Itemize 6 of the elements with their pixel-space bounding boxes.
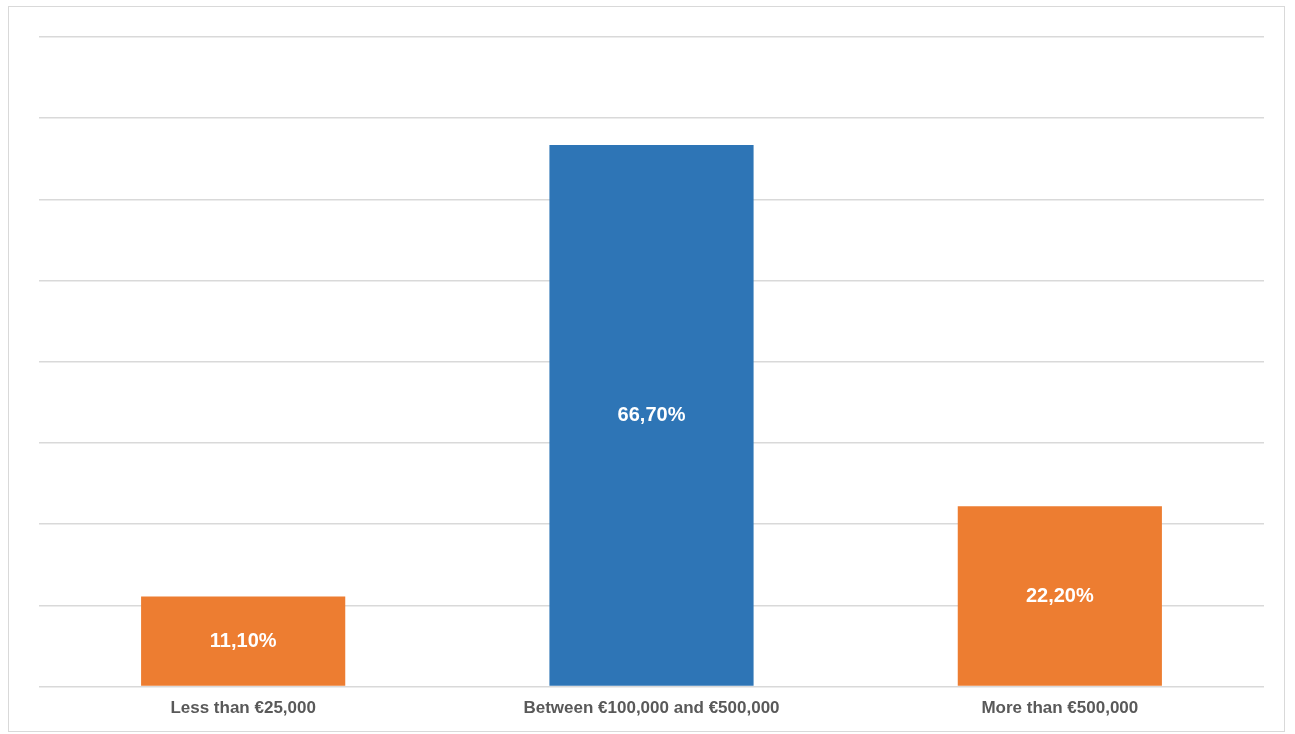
data-label: 66,70%: [617, 402, 686, 425]
x-tick-label: Less than €25,000: [170, 698, 316, 718]
data-label: 22,20%: [1025, 583, 1094, 606]
x-tick-label: Between €100,000 and €500,000: [523, 698, 780, 718]
x-tick-label: More than €500,000: [981, 698, 1139, 718]
data-label: 11,10%: [209, 628, 277, 651]
